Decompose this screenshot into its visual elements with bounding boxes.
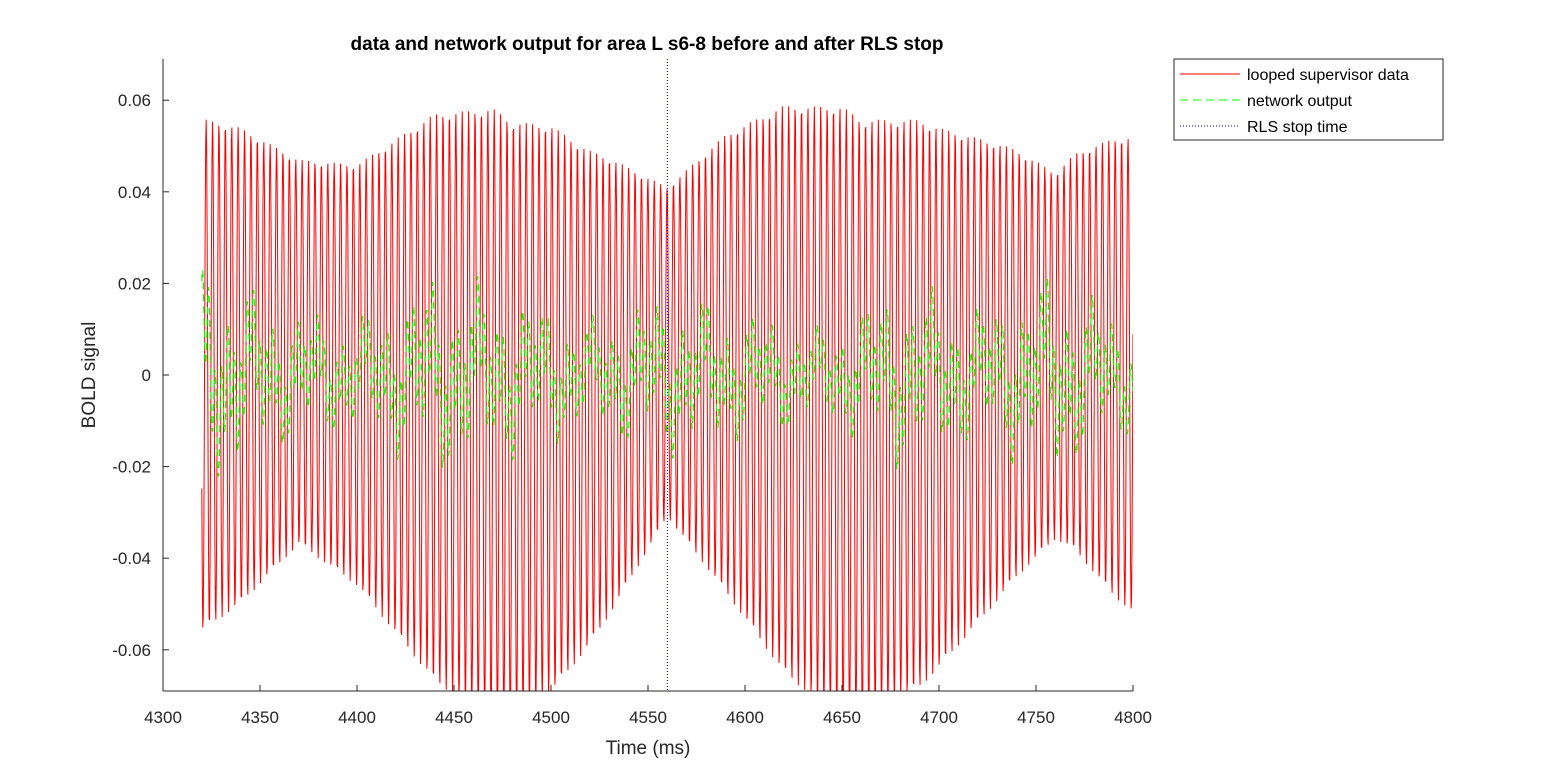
y-tick-label: -0.02 [112,458,151,477]
x-tick-label: 4400 [338,708,376,727]
x-axis-label: Time (ms) [606,738,691,759]
axes: 4300 4350 4400 4450 4500 4550 4600 4650 4700 4750… [112,59,1152,727]
x-tick-label: 4350 [241,708,279,727]
x-tick-label: 4800 [1114,708,1152,727]
x-tick-label: 4600 [726,708,764,727]
x-tick-label: 4550 [629,708,667,727]
legend-label-supervisor: looped supervisor data [1247,67,1409,84]
x-tick-label: 4500 [532,708,570,727]
x-tick-label: 4300 [144,708,182,727]
series-looped-supervisor-data [201,106,1133,691]
plot-area [163,59,1133,691]
legend-label-rls: RLS stop time [1247,119,1348,136]
x-tick-label: 4650 [823,708,861,727]
y-tick-label: -0.06 [112,641,151,660]
x-tick-label: 4750 [1017,708,1055,727]
y-tick-label: 0.02 [118,274,151,293]
chart-title: data and network output for area L s6-8 … [351,34,944,55]
y-tick-label: 0 [142,366,151,385]
y-axis-label: BOLD signal [79,322,100,429]
x-tick-label: 4700 [920,708,958,727]
legend: looped supervisor data network output RL… [1173,58,1444,141]
y-tick-label: 0.04 [118,183,151,202]
y-tick-label: -0.04 [112,549,151,568]
legend-box [1173,58,1444,141]
legend-label-network: network output [1247,93,1353,110]
x-tick-label: 4450 [435,708,473,727]
y-tick-label: 0.06 [118,91,151,110]
